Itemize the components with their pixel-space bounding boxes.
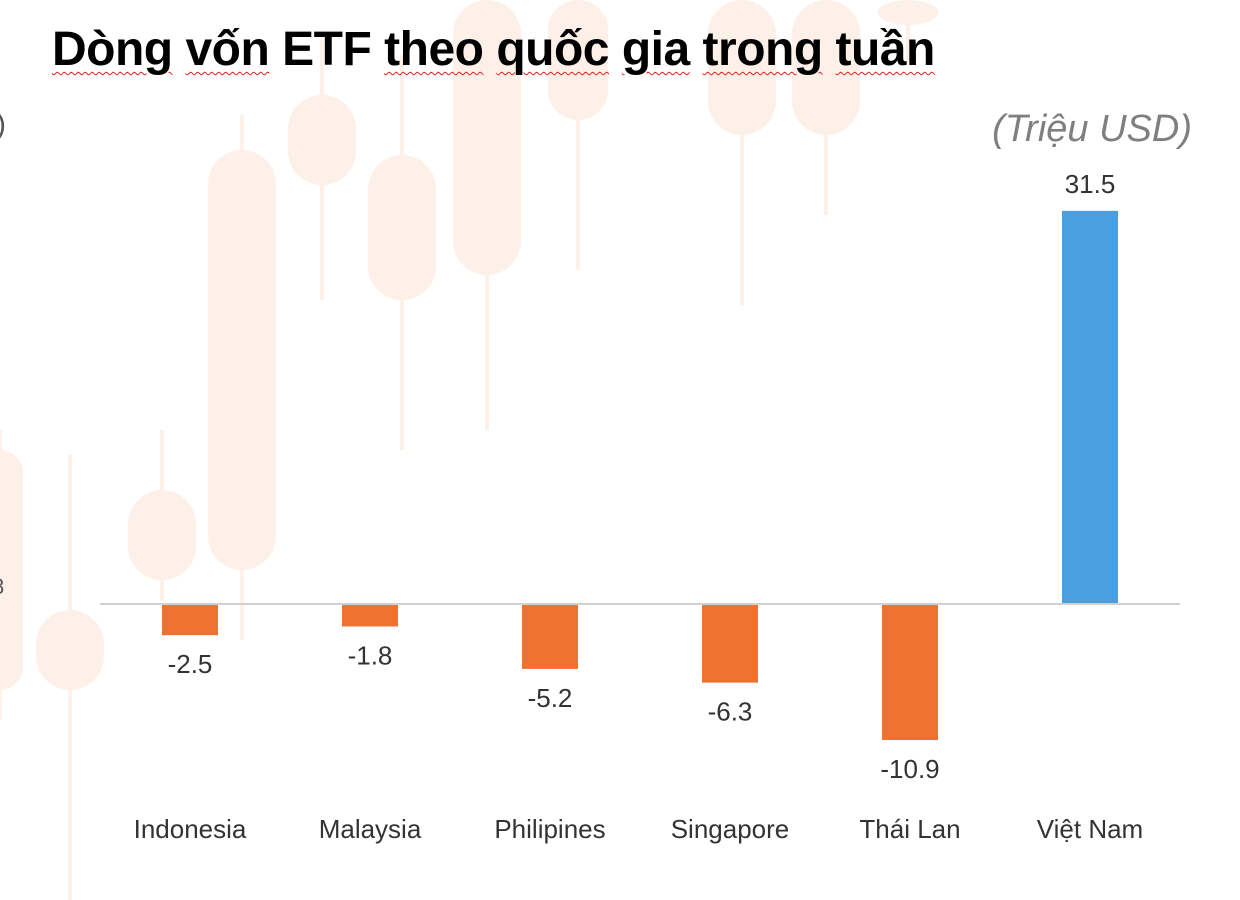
edge-fragment-paren: ) — [0, 108, 6, 142]
title-word: gia — [621, 23, 690, 76]
data-label: -5.2 — [528, 683, 573, 713]
category-label: Indonesia — [134, 814, 247, 844]
candlestick-watermark — [0, 0, 938, 900]
bar-series — [162, 210, 1118, 741]
watermark-candle — [453, 0, 521, 275]
category-label: Thái Lan — [859, 814, 960, 844]
bar-thái-lan — [882, 604, 938, 741]
watermark-candle — [0, 450, 23, 690]
category-labels: Indonesia Malaysia Philipines Singapore Thái… — [134, 814, 1144, 844]
bar-indonesia — [162, 604, 218, 636]
unit-label: (Triệu USD) — [992, 108, 1192, 150]
bar-singapore — [702, 604, 758, 683]
data-label: 31.5 — [1065, 169, 1116, 199]
watermark-candle — [548, 0, 608, 120]
watermark-candle — [36, 610, 104, 690]
title-word: quốc — [496, 23, 609, 76]
data-labels: -2.5 -1.8 -5.2 -6.3 -10.9 31.5 — [168, 169, 1116, 784]
data-label: -6.3 — [708, 697, 753, 727]
title-word: tuần — [835, 23, 936, 76]
watermark-candle — [368, 155, 436, 300]
bar-việt-nam — [1062, 210, 1118, 604]
watermark-candle — [878, 0, 938, 25]
title-word: vốn — [185, 23, 270, 76]
bar-malaysia — [342, 604, 398, 627]
category-label: Singapore — [671, 814, 790, 844]
category-label: Philipines — [494, 814, 605, 844]
category-label: Malaysia — [319, 814, 422, 844]
data-label: -10.9 — [880, 754, 939, 784]
data-label: -2.5 — [168, 649, 213, 679]
chart-title: Dòng vốn ETF theo quốc gia trong tuần — [52, 22, 935, 77]
title-word: ETF — [282, 23, 372, 76]
watermark-candle — [208, 150, 276, 570]
watermark-candle — [128, 490, 196, 580]
watermark-candle — [708, 0, 776, 135]
bar-philipines — [522, 604, 578, 669]
title-word: Dòng — [52, 23, 173, 76]
watermark-candle — [288, 95, 356, 185]
category-label: Việt Nam — [1037, 814, 1143, 844]
watermark-candle — [792, 0, 860, 135]
title-word: trong — [702, 23, 824, 76]
edge-fragment-digit: 8 — [0, 574, 4, 600]
data-label: -1.8 — [348, 640, 393, 670]
title-word: theo — [384, 23, 484, 76]
